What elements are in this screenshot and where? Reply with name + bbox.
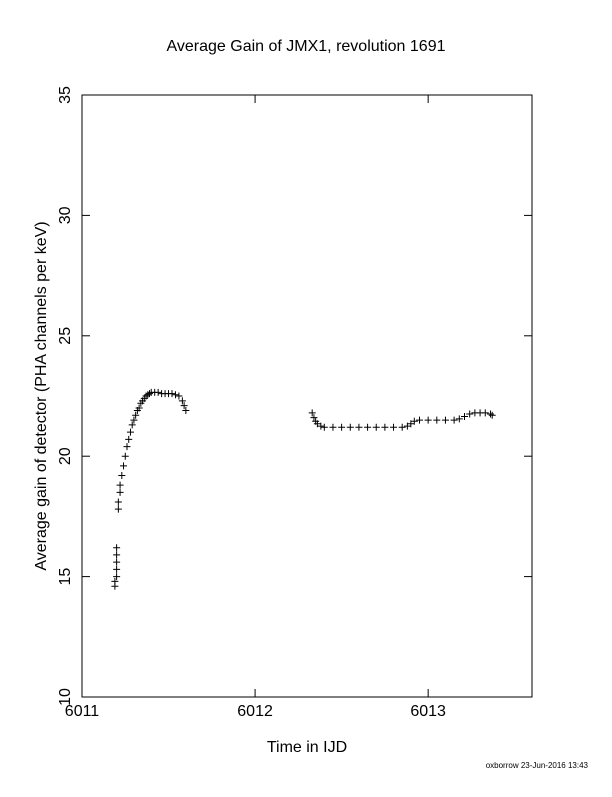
data-point (171, 391, 179, 399)
data-point (317, 422, 325, 430)
data-point (175, 392, 183, 400)
data-point (481, 409, 489, 417)
data-point (168, 390, 176, 398)
y-tick-label: 20 (57, 447, 74, 465)
x-tick-label: 6012 (237, 703, 273, 720)
y-tick-label: 35 (57, 86, 74, 104)
data-point (113, 565, 121, 573)
data-point (118, 471, 126, 479)
data-point (116, 488, 124, 496)
data-point (120, 462, 128, 470)
plot-frame (81, 94, 533, 698)
data-point (154, 388, 162, 396)
data-point (461, 412, 468, 420)
data-point (329, 423, 337, 431)
footer: oxborrow 23-Jun-2016 13:43 (486, 761, 589, 770)
data-point (114, 505, 122, 513)
data-point (450, 416, 458, 424)
data-point (126, 428, 134, 436)
data-point (364, 423, 372, 431)
x-tick-label: 6013 (410, 703, 446, 720)
data-point (320, 423, 328, 431)
data-point (178, 397, 186, 405)
x-axis-label: Time in IJD (267, 739, 347, 756)
data-point (410, 417, 418, 425)
data-point (111, 577, 119, 585)
y-tick-label: 30 (57, 206, 74, 224)
data-point (113, 551, 121, 559)
data-point (113, 558, 121, 566)
data-point (433, 416, 441, 424)
data-point (113, 544, 121, 552)
data-point (116, 481, 124, 489)
data-point (346, 423, 354, 431)
data-point (125, 435, 133, 443)
data-point (381, 423, 389, 431)
data-point (180, 402, 188, 410)
data-point (308, 409, 316, 417)
data-point (355, 423, 363, 431)
y-axis-label: Average gain of detector (PHA channels p… (33, 221, 50, 570)
y-tick-label: 15 (57, 568, 74, 586)
data-point (128, 421, 136, 429)
data-point (416, 416, 423, 424)
y-tick-label: 25 (57, 327, 74, 345)
data-point (455, 415, 463, 423)
data-point (123, 443, 131, 451)
chart-title: Average Gain of JMX1, revolution 1691 (167, 38, 446, 55)
y-tick-label: 10 (57, 688, 74, 706)
data-point (398, 423, 406, 431)
data-point (121, 452, 129, 460)
data-point (130, 416, 138, 424)
data-point (182, 406, 190, 414)
data-point (486, 410, 494, 418)
data-point (146, 390, 153, 398)
data-point (424, 416, 432, 424)
data-point (390, 423, 398, 431)
data-point (441, 416, 449, 424)
data-point (135, 404, 143, 412)
data-point (372, 423, 380, 431)
data-point (338, 423, 346, 431)
data-point (310, 414, 318, 422)
data-point (113, 573, 121, 581)
x-tick-label: 6011 (65, 703, 100, 720)
data-point (466, 410, 474, 418)
data-point (114, 498, 122, 506)
data-point (132, 411, 140, 419)
data-point (488, 411, 496, 419)
